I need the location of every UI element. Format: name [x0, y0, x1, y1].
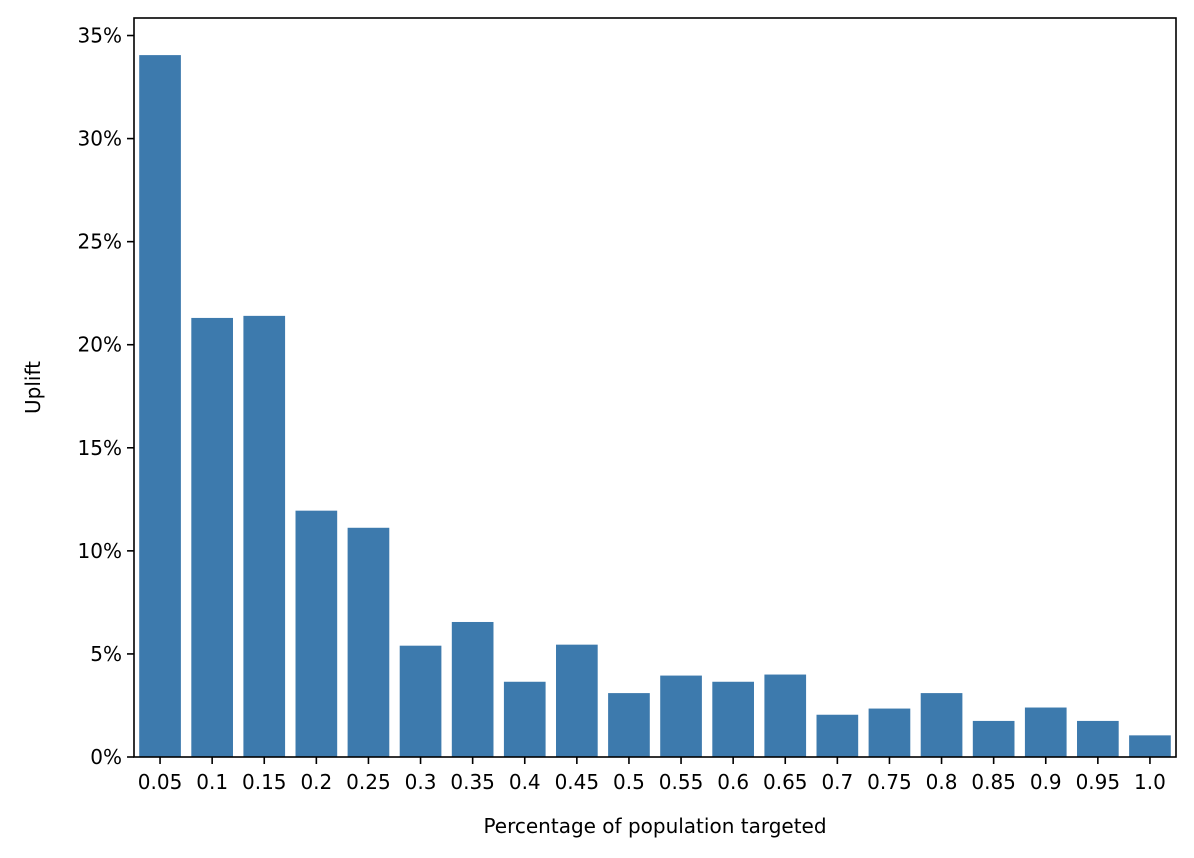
x-tick-label: 0.9: [1030, 770, 1062, 794]
x-tick-label: 0.5: [613, 770, 645, 794]
x-tick-label: 0.8: [926, 770, 958, 794]
x-tick-label: 0.3: [405, 770, 437, 794]
y-tick-label: 35%: [78, 24, 122, 48]
y-tick-label: 10%: [78, 539, 122, 563]
bar-0.05: [139, 55, 181, 757]
plot-frame: [133, 17, 1177, 758]
bar-0.85: [972, 720, 1015, 757]
bar-0.95: [1077, 720, 1119, 757]
bars-group: [139, 55, 1171, 757]
bar-0.1: [191, 317, 233, 757]
x-tick-label: 0.15: [242, 770, 287, 794]
bar-0.5: [608, 693, 650, 757]
bar-0.7: [816, 714, 859, 757]
bar-0.45: [556, 644, 598, 757]
y-axis-label: Uplift: [21, 361, 45, 414]
y-tick-label: 25%: [78, 230, 122, 254]
y-tick-label: 30%: [78, 127, 122, 151]
x-tick-label: 0.75: [867, 770, 912, 794]
bar-0.8: [920, 693, 963, 757]
y-tick-label: 0%: [90, 745, 122, 769]
bar-0.4: [503, 681, 546, 757]
bar-0.3: [399, 645, 442, 757]
bar-0.6: [712, 681, 754, 757]
bar-0.55: [660, 675, 702, 757]
x-tick-label: 0.95: [1076, 770, 1121, 794]
x-tick-label: 0.45: [555, 770, 600, 794]
bar-1.0: [1129, 735, 1171, 757]
x-tick-label: 0.1: [196, 770, 228, 794]
x-tick-label: 0.2: [300, 770, 332, 794]
bar-0.9: [1024, 707, 1067, 757]
y-axis-ticks: 0% 5% 10% 15% 20% 25% 30% 35%: [78, 24, 134, 769]
x-tick-label: 0.05: [138, 770, 183, 794]
x-tick-label: 0.25: [346, 770, 391, 794]
x-tick-label: 0.6: [717, 770, 749, 794]
x-tick-label: 1.0: [1134, 770, 1166, 794]
bar-0.15: [243, 315, 286, 757]
bar-0.25: [347, 527, 390, 757]
bar-0.35: [451, 621, 494, 757]
x-tick-label: 0.35: [450, 770, 495, 794]
bar-0.65: [764, 674, 807, 757]
y-tick-label: 5%: [90, 642, 122, 666]
bar-0.2: [295, 510, 338, 757]
y-tick-label: 15%: [78, 436, 122, 460]
x-tick-label: 0.85: [971, 770, 1016, 794]
y-tick-label: 20%: [78, 333, 122, 357]
x-tick-label: 0.65: [763, 770, 808, 794]
bar-0.75: [868, 708, 911, 757]
x-tick-label: 0.4: [509, 770, 541, 794]
x-axis-ticks: 0.05 0.1 0.15 0.2 0.25 0.3 0.35 0.4 0.45 0.5 0.55 0…: [138, 757, 1166, 794]
x-tick-label: 0.7: [821, 770, 853, 794]
x-axis-label: Percentage of population targeted: [483, 814, 826, 838]
x-tick-label: 0.55: [659, 770, 704, 794]
